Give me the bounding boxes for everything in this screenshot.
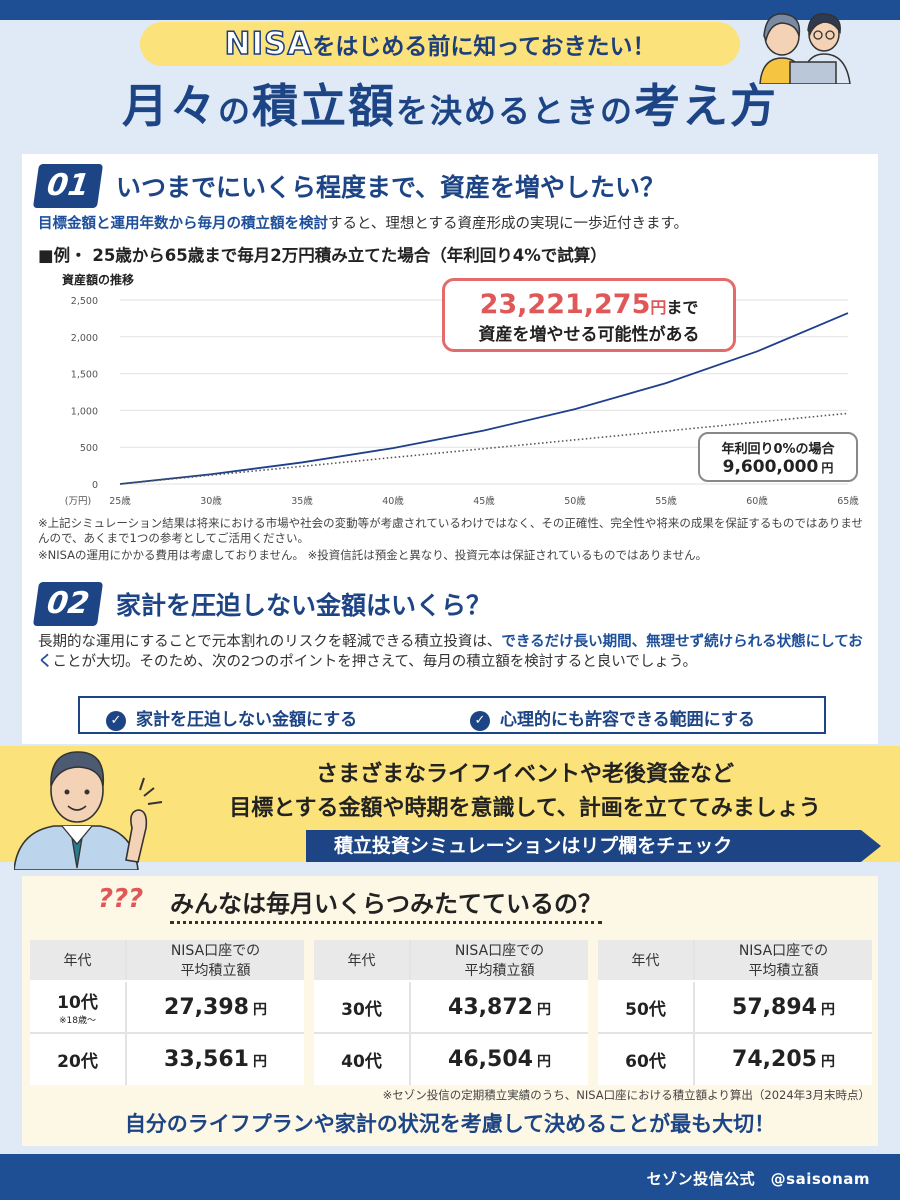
table-row: 30代 43,872 円 xyxy=(314,980,588,1033)
chart-title: 資産額の推移 xyxy=(62,272,134,287)
series-line xyxy=(119,312,849,485)
age-cell: 10代 ※18歳〜 xyxy=(30,980,127,1033)
table-row: 40代 46,504 円 xyxy=(314,1032,588,1085)
survey-table-2: 年代 NISA口座での 平均積立額 30代 43,872 円 40代 46,504 円 xyxy=(314,940,588,1085)
title-part-4: を決めるときの xyxy=(396,92,635,130)
check-icon: ✓ xyxy=(106,711,126,731)
zero-yen: 円 xyxy=(821,461,834,475)
conclusion-text: 自分のライフプランや家計の状況を考慮して決めることが最も大切！ xyxy=(124,1112,776,1136)
x-tick-label: 40歳 xyxy=(382,495,404,507)
title-part-1: 月々 xyxy=(121,79,218,133)
footer-credit[interactable]: セゾン投信公式 @saisonam xyxy=(0,1154,900,1200)
x-tick-label: 30歳 xyxy=(200,495,222,507)
section1-lead-rest: すると、理想とする資産形成の実現に一歩近付きます。 xyxy=(328,216,689,232)
col-age-header: 年代 xyxy=(314,940,411,982)
y-tick-label: 1,000 xyxy=(71,406,98,417)
x-tick-label: 65歳 xyxy=(837,495,859,507)
survey-table-3: 年代 NISA口座での 平均積立額 50代 57,894 円 60代 74,205 円 xyxy=(598,940,872,1085)
pill-nisa: NISA xyxy=(224,25,313,63)
y-tick-label: 0 xyxy=(92,480,98,491)
checkpoint-1: ✓ 家計を圧迫しない金額にする xyxy=(106,705,357,731)
col-amount-header: NISA口座での 平均積立額 xyxy=(410,940,588,982)
note-2: ※NISAの運用にかかる費用は考慮しておりません。 ※投資信託は預金と異なり、投… xyxy=(38,548,708,562)
checkpoint-2-text: 心理的にも許容できる範囲にする xyxy=(500,710,755,730)
y-tick-label: 2,000 xyxy=(71,333,98,344)
zero-amount: 9,600,000 xyxy=(722,457,819,477)
check-icon: ✓ xyxy=(470,711,490,731)
result-amount: 23,221,275 xyxy=(479,289,651,320)
table-row: 10代 ※18歳〜 27,398 円 xyxy=(30,980,304,1033)
section2-paragraph: 長期的な運用にすることで元本割れのリスクを軽減できる積立投資は、できるだけ長い期… xyxy=(38,632,868,672)
cta-line1: さまざまなライフイベントや老後資金など xyxy=(315,762,734,787)
col-age-header: 年代 xyxy=(30,940,127,982)
age-cell: 40代 xyxy=(314,1032,411,1085)
section1-lead: 目標金額と運用年数から毎月の積立額を検討すると、理想とする資産形成の実現に一歩近… xyxy=(38,214,868,234)
cta-line2: 目標とする金額や時期を意識して、計画を立ててみましょう xyxy=(229,796,821,821)
amount-cell: 27,398 円 xyxy=(126,980,304,1033)
amount-cell: 43,872 円 xyxy=(410,980,588,1033)
checkpoints-box: ✓ 家計を圧迫しない金額にする ✓ 心理的にも許容できる範囲にする xyxy=(78,696,826,734)
table-row: 20代 33,561 円 xyxy=(30,1032,304,1085)
title-part-5: 考え方 xyxy=(634,79,779,133)
intro-pill: NISAをはじめる前に知っておきたい！ xyxy=(140,22,740,66)
zero-bubble: 年利回り0%の場合 9,600,000 円 xyxy=(698,432,858,482)
man-illustration xyxy=(14,751,163,870)
content-card: 01 いつまでにいくら程度まで、資産を増やしたい？ 目標金額と運用年数から毎月の… xyxy=(22,154,878,744)
table-row: 50代 57,894 円 xyxy=(598,980,872,1033)
age-cell: 30代 xyxy=(314,980,411,1033)
section2-p1: 長期的な運用にすることで元本割れのリスクを軽減できる積立投資は、 xyxy=(38,634,502,650)
amount-cell: 33,561 円 xyxy=(126,1032,304,1085)
zero-label: 年利回り0%の場合 xyxy=(721,442,835,457)
page-title: 月々の積立額を決めるときの考え方 xyxy=(0,70,900,136)
col-amount-header: NISA口座での 平均積立額 xyxy=(126,940,304,982)
question-marks: ??? xyxy=(98,884,144,914)
y-tick-label: 2,500 xyxy=(71,296,98,307)
x-tick-label: 50歳 xyxy=(564,495,586,507)
amount-cell: 57,894 円 xyxy=(694,980,872,1033)
simulation-arrow-link[interactable]: 積立投資シミュレーションはリプ欄をチェック xyxy=(306,830,881,862)
section2-heading: 家計を圧迫しない金額はいくら？ xyxy=(116,591,492,620)
title-part-3: 積立額 xyxy=(252,79,396,133)
amount-cell: 74,205 円 xyxy=(694,1032,872,1085)
example-caption: ■例・ 25歳から65歳まで毎月2万円積み立てた場合（年利回り4%で試算） xyxy=(38,246,607,265)
pill-text: をはじめる前に知っておきたい！ xyxy=(312,34,656,60)
x-tick-label: 35歳 xyxy=(291,495,313,507)
age-cell: 50代 xyxy=(598,980,695,1033)
x-tick-label: 45歳 xyxy=(473,495,495,507)
title-part-2: の xyxy=(217,92,252,130)
note-1: ※上記シミュレーション結果は将来における市場や社会の変動等が考慮されているわけで… xyxy=(38,516,863,545)
section-number-01: 01 xyxy=(32,164,104,208)
col-amount-header: NISA口座での 平均積立額 xyxy=(694,940,872,982)
y-unit-label: (万円) xyxy=(65,496,91,507)
section2-p2: ことが大切。そのため、次の2つのポイントを押さえて、毎月の積立額を検討すると良い… xyxy=(52,654,697,670)
checkpoint-2: ✓ 心理的にも許容できる範囲にする xyxy=(470,705,755,731)
result-made: まで xyxy=(666,298,699,317)
section1-heading: いつまでにいくら程度まで、資産を増やしたい？ xyxy=(116,173,666,202)
result-bubble: 23,221,275円まで 資産を増やせる可能性がある xyxy=(442,278,736,352)
x-tick-label: 25歳 xyxy=(109,495,131,507)
table-row: 60代 74,205 円 xyxy=(598,1032,872,1085)
section2-p-bold: できるだけ長い期間、無理せず続けられる状態にしておく xyxy=(38,634,863,670)
x-tick-label: 60歳 xyxy=(746,495,768,507)
result-yen: 円 xyxy=(650,298,667,317)
section1-lead-bold: 目標金額と運用年数から毎月の積立額を検討 xyxy=(38,216,328,232)
y-tick-label: 1,500 xyxy=(71,370,98,381)
col-age-header: 年代 xyxy=(598,940,695,982)
age-cell: 60代 xyxy=(598,1032,695,1085)
age-cell: 20代 xyxy=(30,1032,127,1085)
cta-text: さまざまなライフイベントや老後資金など 目標とする金額や時期を意識して、計画を立… xyxy=(150,758,900,826)
survey-heading: みんなは毎月いくらつみたてているの？ xyxy=(170,884,602,924)
source-note: ※セゾン投信の定期積立実績のうち、NISA口座における積立額より算出（2024年… xyxy=(382,1088,870,1102)
x-tick-label: 55歳 xyxy=(655,495,677,507)
checkpoint-1-text: 家計を圧迫しない金額にする xyxy=(136,710,358,730)
survey-table-1: 年代 NISA口座での 平均積立額 10代 ※18歳〜 27,398 円 20代 33,56… xyxy=(30,940,304,1085)
section-number-02: 02 xyxy=(32,582,104,626)
y-tick-label: 500 xyxy=(80,443,98,454)
amount-cell: 46,504 円 xyxy=(410,1032,588,1085)
top-bar xyxy=(0,0,900,20)
result-line2: 資産を増やせる可能性がある xyxy=(478,325,700,345)
people-illustration xyxy=(752,13,862,84)
